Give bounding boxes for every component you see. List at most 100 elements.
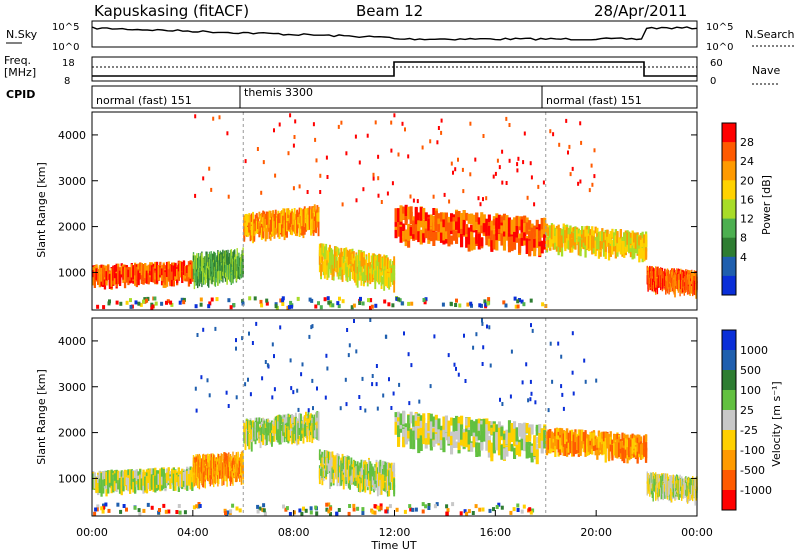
heatmap-cell <box>325 155 328 160</box>
heatmap-cell <box>316 213 319 222</box>
heatmap-cell <box>533 225 537 242</box>
heatmap-cell <box>569 225 572 234</box>
heatmap-cell <box>626 242 629 252</box>
heatmap-cell <box>693 283 695 295</box>
heatmap-cell <box>470 229 474 237</box>
heatmap-cell <box>497 234 501 241</box>
heatmap-cell <box>604 437 607 446</box>
heatmap-cell <box>230 462 232 476</box>
heatmap-cell <box>500 216 504 226</box>
heatmap-cell <box>255 428 258 440</box>
heatmap-cell <box>311 427 314 444</box>
heatmap-cell <box>231 470 233 478</box>
heatmap-cell <box>286 208 288 218</box>
heatmap-cell <box>535 229 539 238</box>
heatmap-cell <box>355 198 358 203</box>
heatmap-cell <box>371 255 374 268</box>
heatmap-cell <box>444 425 448 432</box>
heatmap-cell <box>311 423 314 436</box>
heatmap-cell <box>535 237 539 248</box>
heatmap-cell <box>404 204 408 216</box>
heatmap-cell <box>207 268 209 279</box>
heatmap-cell <box>477 233 481 250</box>
heatmap-cell <box>668 273 670 287</box>
heatmap-cell <box>238 260 240 267</box>
heatmap-cell <box>390 470 393 478</box>
heatmap-cell <box>249 228 252 242</box>
heatmap-cell <box>584 436 587 452</box>
heatmap-cell <box>205 265 207 275</box>
heatmap-cell <box>300 216 302 229</box>
heatmap-cell <box>187 271 191 287</box>
heatmap-cell <box>373 468 375 480</box>
heatmap-cell <box>318 250 321 265</box>
heatmap-cell <box>243 226 246 242</box>
heatmap-cell <box>582 444 585 453</box>
heatmap-cell <box>562 433 565 447</box>
heatmap-cell <box>409 194 412 199</box>
heatmap-cell <box>597 438 601 445</box>
heatmap-cell <box>352 271 355 281</box>
heatmap-cell <box>202 267 205 277</box>
heatmap-cell <box>169 478 172 489</box>
heatmap-cell <box>460 424 464 433</box>
heatmap-cell <box>134 477 137 494</box>
heatmap-cell <box>613 434 616 444</box>
heatmap-cell <box>210 470 212 480</box>
heatmap-cell <box>279 213 282 227</box>
heatmap-cell <box>298 207 301 215</box>
heatmap-cell <box>259 435 262 449</box>
heatmap-cell <box>351 474 354 484</box>
heatmap-cell <box>249 425 252 441</box>
heatmap-cell <box>601 231 604 242</box>
heatmap-cell <box>282 215 285 224</box>
heatmap-cell <box>140 263 143 276</box>
heatmap-cell <box>678 280 680 288</box>
heatmap-cell <box>579 230 582 239</box>
heatmap-cell <box>331 457 334 467</box>
heatmap-cell <box>243 425 246 436</box>
heatmap-cell <box>274 173 277 178</box>
heatmap-cell <box>368 472 370 481</box>
heatmap-cell <box>316 421 319 429</box>
heatmap-cell <box>346 469 349 481</box>
heatmap-cell <box>195 457 197 469</box>
heatmap-cell <box>112 474 115 487</box>
heatmap-cell <box>507 438 511 450</box>
heatmap-cell <box>277 214 280 223</box>
heatmap-cell <box>485 424 489 440</box>
heatmap-cell <box>139 474 142 488</box>
heatmap-cell <box>455 298 458 303</box>
heatmap-cell <box>345 465 348 478</box>
heatmap-cell <box>208 271 210 288</box>
heatmap-cell <box>386 191 389 196</box>
nsearch-tick-low: 10^0 <box>706 42 733 53</box>
heatmap-cell <box>363 257 365 269</box>
heatmap-cell <box>374 303 378 308</box>
heatmap-cell <box>422 207 426 220</box>
heatmap-cell <box>624 443 627 458</box>
heatmap-cell <box>283 225 286 238</box>
heatmap-cell <box>239 456 242 472</box>
heatmap-cell <box>298 424 301 435</box>
heatmap-cell <box>375 480 378 488</box>
heatmap-cell <box>202 258 205 266</box>
heatmap-cell <box>477 430 481 441</box>
heatmap-cell <box>258 417 261 425</box>
heatmap-cell <box>659 279 661 287</box>
heatmap-cell <box>207 462 209 474</box>
heatmap-cell <box>419 229 423 245</box>
heatmap-cell <box>155 474 159 484</box>
heatmap-cell <box>634 233 638 249</box>
heatmap-cell <box>607 236 611 246</box>
heatmap-cell <box>303 427 306 437</box>
heatmap-cell <box>274 209 277 222</box>
heatmap-cell <box>218 115 221 120</box>
heatmap-cell <box>322 261 325 272</box>
heatmap-cell <box>258 431 261 438</box>
heatmap-cell <box>137 301 141 306</box>
heatmap-cell <box>226 131 229 136</box>
heatmap-cell <box>368 266 370 276</box>
heatmap-cell <box>241 301 245 306</box>
heatmap-cell <box>450 435 454 446</box>
